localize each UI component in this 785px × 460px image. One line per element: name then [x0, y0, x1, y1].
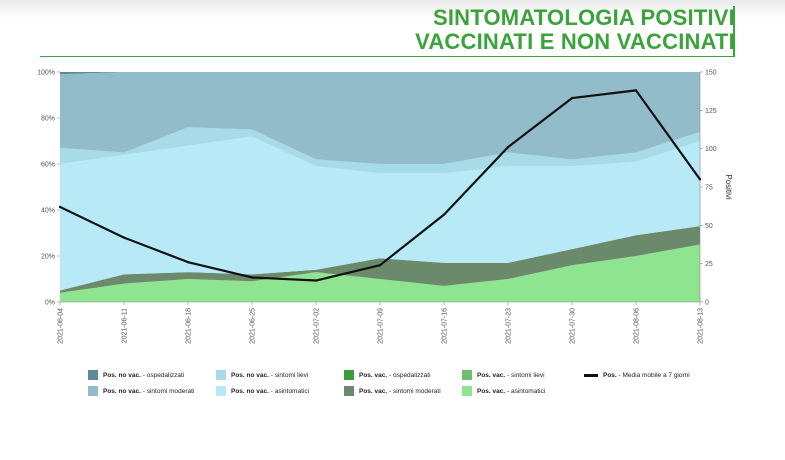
legend-label: Pos. no vac. - sintomi lievi — [231, 371, 309, 379]
stacked-area-chart: 0% 20% 40% 60% 80% 100% 0 25 50 75 100 125 150 Positi… — [37, 70, 733, 344]
legend-item-2: Pos. vac. - ospedalizzati — [344, 370, 462, 380]
legend-label: Pos. no vac. - ospedalizzati — [103, 371, 185, 379]
x-tick-label-7: 2021-07-23 — [506, 308, 513, 344]
moving-average-point-10 — [698, 178, 702, 181]
chart-legend: Pos. no vac. - ospedalizzati Pos. no vac.… — [88, 370, 734, 396]
moving-average-point-7 — [506, 145, 510, 149]
y-right-tick-label-1: 25 — [705, 261, 713, 268]
x-tick-label-4: 2021-07-02 — [314, 308, 321, 344]
legend-label: Pos. vac. - sintomi moderati — [359, 387, 441, 395]
legend-label: Pos. vac. - sintomi lievi — [477, 371, 545, 379]
y-right-tick-label-4: 100 — [705, 146, 717, 153]
chart-title-line-2: VACCINATI E NON VACCINATI — [415, 29, 735, 54]
legend-color-swatch — [462, 386, 472, 396]
x-tick-label-9: 2021-08-06 — [634, 308, 641, 344]
legend-label: Pos. no vac. - asintomatici — [231, 387, 310, 395]
area-series-6 — [60, 72, 700, 164]
x-tick-label-6: 2021-07-16 — [442, 308, 449, 344]
moving-average-point-3 — [250, 276, 254, 279]
area-series-5 — [60, 127, 700, 174]
legend-color-swatch — [88, 386, 98, 396]
title-rule-vertical — [733, 6, 735, 56]
legend-item-0: Pos. no vac. - ospedalizzati — [88, 370, 216, 380]
legend-color-swatch — [344, 386, 354, 396]
y-left-tick-label-1: 20% — [41, 254, 55, 261]
legend-item-5: Pos. no vac. - sintomi moderati — [88, 386, 216, 396]
moving-average-point-9 — [634, 89, 638, 92]
x-tick-label-1: 2021-06-11 — [122, 308, 129, 343]
x-tick-label-10: 2021-08-13 — [698, 308, 705, 344]
y-right-tick-label-5: 125 — [705, 108, 717, 115]
legend-item-4: Pos. - Media mobile a 7 giorni — [584, 370, 734, 380]
area-series-4 — [60, 136, 700, 291]
moving-average-point-6 — [442, 213, 446, 216]
y-right-tick-label-0: 0 — [705, 300, 709, 307]
y-right-axis-title: Positivi — [724, 174, 733, 200]
y-right-tick-label-3: 75 — [705, 185, 713, 192]
legend-color-swatch — [88, 370, 98, 380]
legend-color-swatch — [216, 386, 226, 396]
x-tick-label-2: 2021-06-18 — [186, 308, 193, 344]
moving-average-point-0 — [58, 205, 62, 209]
y-left-tick-label-2: 40% — [41, 208, 55, 215]
moving-average-point-1 — [122, 236, 126, 239]
top-bar — [0, 0, 785, 18]
legend-color-swatch — [462, 370, 472, 380]
legend-item-8: Pos. vac. - asintomatici — [462, 386, 584, 396]
moving-average-point-5 — [378, 264, 382, 267]
legend-label: Pos. no vac. - sintomi moderati — [103, 387, 195, 395]
moving-average-point-2 — [186, 260, 190, 264]
y-right-tick-label-2: 50 — [705, 223, 713, 230]
y-left-tick-label-4: 80% — [41, 116, 55, 123]
legend-color-swatch — [216, 370, 226, 380]
y-left-tick-label-3: 60% — [41, 162, 55, 169]
x-tick-label-5: 2021-07-09 — [378, 308, 385, 344]
moving-average-point-8 — [570, 96, 574, 100]
legend-color-swatch — [344, 370, 354, 380]
moving-average-point-4 — [314, 279, 318, 282]
y-right-tick-label-6: 150 — [705, 70, 717, 77]
legend-item-6: Pos. no vac. - asintomatici — [216, 386, 344, 396]
chart-title-line-1: SINTOMATOLOGIA POSITIVI — [432, 5, 735, 30]
x-tick-label-3: 2021-06-25 — [250, 308, 257, 344]
y-left-tick-label-5: 100% — [37, 70, 55, 77]
y-left-tick-label-0: 0% — [45, 300, 55, 307]
area-series-1 — [60, 226, 700, 293]
legend-item-3: Pos. vac. - sintomi lievi — [462, 370, 584, 380]
x-tick-label-0: 2021-06-04 — [58, 308, 65, 344]
legend-label: Pos. vac. - ospedalizzati — [359, 371, 431, 379]
legend-item-1: Pos. no vac. - sintomi lievi — [216, 370, 344, 380]
legend-line-marker — [584, 373, 598, 377]
legend-item-7: Pos. vac. - sintomi moderati — [344, 386, 462, 396]
area-series-0 — [60, 244, 700, 302]
title-rule-horizontal — [40, 56, 735, 57]
legend-label: Pos. vac. - asintomatici — [477, 387, 546, 395]
title-block: SINTOMATOLOGIA POSITIVI VACCINATI E NON … — [415, 6, 735, 54]
legend-label: Pos. - Media mobile a 7 giorni — [603, 371, 690, 379]
x-tick-label-8: 2021-07-30 — [570, 308, 577, 344]
